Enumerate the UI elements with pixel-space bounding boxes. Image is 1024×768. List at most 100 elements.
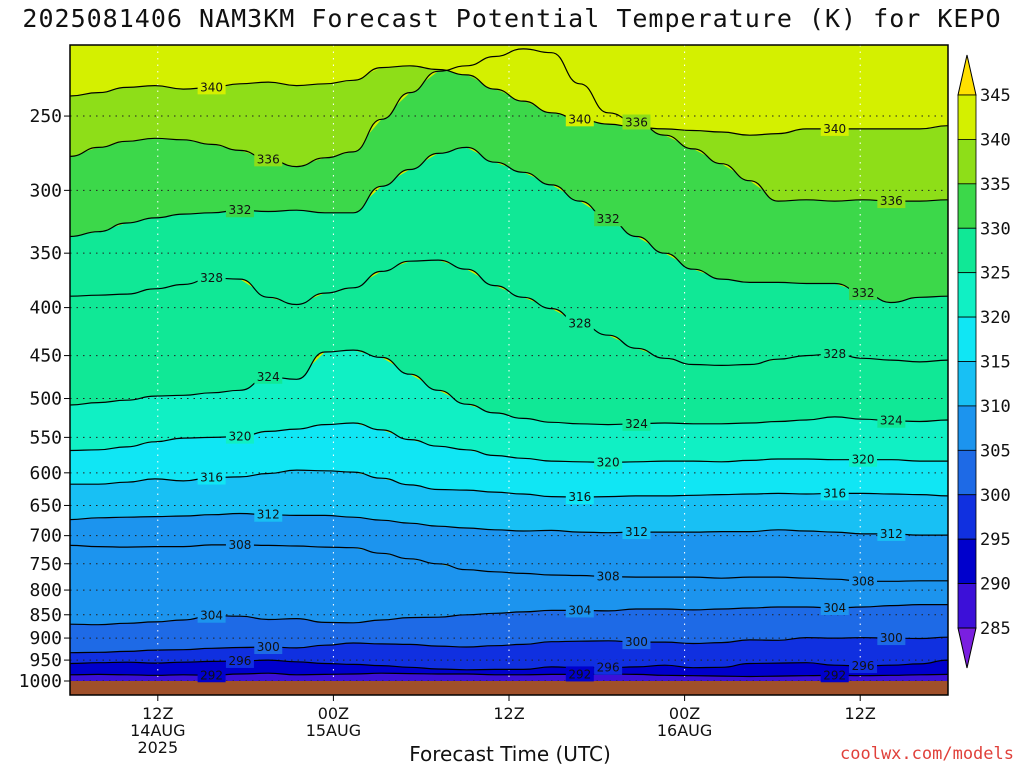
contour-line: [70, 544, 948, 582]
colorbar-bottom-arrow: [957, 627, 977, 669]
x-axis-label: Forecast Time (UTC): [409, 742, 611, 766]
svg-text:308: 308: [852, 574, 875, 588]
y-tick-label: 650: [29, 495, 62, 516]
svg-text:340: 340: [823, 122, 846, 136]
y-tick-label: 1000: [19, 671, 62, 692]
colorbar-label: 315: [980, 353, 1011, 373]
colorbar-label: 325: [980, 264, 1011, 284]
svg-text:324: 324: [625, 417, 648, 431]
y-tick-label: 900: [29, 628, 62, 649]
y-axis: 2503003504004505005506006507007508008509…: [19, 106, 70, 692]
x-tick-label: 00Z: [318, 704, 349, 723]
colorbar-label: 285: [980, 619, 1011, 639]
colorbar-segment: [957, 183, 977, 229]
svg-text:312: 312: [880, 527, 903, 541]
contour-line: [70, 146, 948, 304]
contour-label: 324: [622, 415, 651, 431]
contour-label: 332: [849, 285, 878, 301]
contour-label: 308: [594, 568, 623, 584]
svg-text:304: 304: [568, 603, 591, 617]
contour-label: 312: [622, 524, 651, 540]
contour-label: 312: [877, 525, 906, 541]
svg-text:316: 316: [568, 490, 591, 504]
site-credit[interactable]: coolwx.com/models: [840, 744, 1014, 764]
svg-text:296: 296: [852, 659, 875, 673]
contour-label: 340: [565, 111, 594, 127]
y-tick-label: 250: [29, 106, 62, 127]
contour-label: 296: [225, 652, 254, 668]
band: [70, 604, 948, 653]
contour-label: 336: [254, 151, 283, 167]
y-tick-label: 750: [29, 554, 62, 575]
colorbar-label: 310: [980, 397, 1011, 417]
colorbar-label: 300: [980, 486, 1011, 506]
contour-label: 316: [820, 485, 849, 501]
svg-text:336: 336: [257, 152, 280, 166]
contour-label: 308: [849, 573, 878, 589]
contour-line: [70, 659, 948, 671]
contour-label: 292: [197, 667, 226, 683]
svg-text:316: 316: [823, 486, 846, 500]
contour-label: 340: [197, 79, 226, 95]
contour-label: 324: [254, 368, 283, 384]
colorbar-label: 330: [980, 219, 1011, 239]
contour-label: 292: [565, 666, 594, 682]
contour-label: 332: [225, 202, 254, 218]
y-tick-label: 850: [29, 605, 62, 626]
contour-line: [70, 512, 948, 536]
terrain-strip: [70, 681, 948, 695]
colorbar-top-arrow: [957, 54, 977, 96]
x-tick-label: 12Z: [845, 704, 876, 723]
svg-text:304: 304: [200, 609, 223, 623]
chart-title: 2025081406 NAM3KM Forecast Potential Tem…: [22, 4, 1002, 33]
contour-label: 304: [197, 607, 226, 623]
contour-label: 320: [594, 454, 623, 470]
svg-text:332: 332: [597, 212, 620, 226]
svg-text:320: 320: [597, 456, 620, 470]
colorbar-label: 320: [980, 308, 1011, 328]
contour-label: 308: [225, 536, 254, 552]
colorbar: 285 290 295 300 305 310 315 320 325 330 335 340 345: [957, 54, 1011, 669]
contour-label: 304: [565, 602, 594, 618]
contour-label: 296: [849, 658, 878, 674]
svg-text:340: 340: [200, 80, 223, 94]
y-tick-label: 500: [29, 389, 62, 410]
contour-label: 336: [622, 114, 651, 130]
contour-line: [70, 636, 948, 654]
band: [70, 660, 948, 677]
colorbar-segment: [957, 361, 977, 407]
svg-text:300: 300: [625, 635, 648, 649]
band: [70, 423, 948, 498]
band: [70, 48, 948, 303]
y-tick-label: 700: [29, 526, 62, 547]
band: [70, 260, 948, 425]
y-tick-label: 550: [29, 427, 62, 448]
band: [70, 147, 948, 366]
svg-text:296: 296: [228, 654, 251, 668]
y-tick-label: 350: [29, 243, 62, 264]
band: [70, 48, 948, 202]
contour-line: [70, 422, 948, 464]
svg-text:320: 320: [228, 430, 251, 444]
colorbar-segment: [957, 272, 977, 318]
x-tick-label: 12Z: [142, 704, 173, 723]
svg-text:296: 296: [597, 661, 620, 675]
contour-line: [70, 349, 948, 426]
x-tick-label: 12Z: [493, 704, 524, 723]
svg-text:336: 336: [880, 194, 903, 208]
contour-label: 324: [877, 412, 906, 428]
svg-text:328: 328: [568, 317, 591, 331]
svg-text:336: 336: [625, 116, 648, 130]
contour-label: 296: [594, 659, 623, 675]
colorbar-label: 335: [980, 175, 1011, 195]
x-tick-label: 2025: [137, 738, 178, 757]
colorbar-segment: [957, 227, 977, 274]
colorbar-segment: [957, 405, 977, 451]
svg-text:332: 332: [228, 203, 251, 217]
svg-text:304: 304: [823, 601, 846, 615]
contour-label: 340: [820, 120, 849, 136]
y-tick-label: 400: [29, 298, 62, 319]
svg-text:320: 320: [852, 453, 875, 467]
